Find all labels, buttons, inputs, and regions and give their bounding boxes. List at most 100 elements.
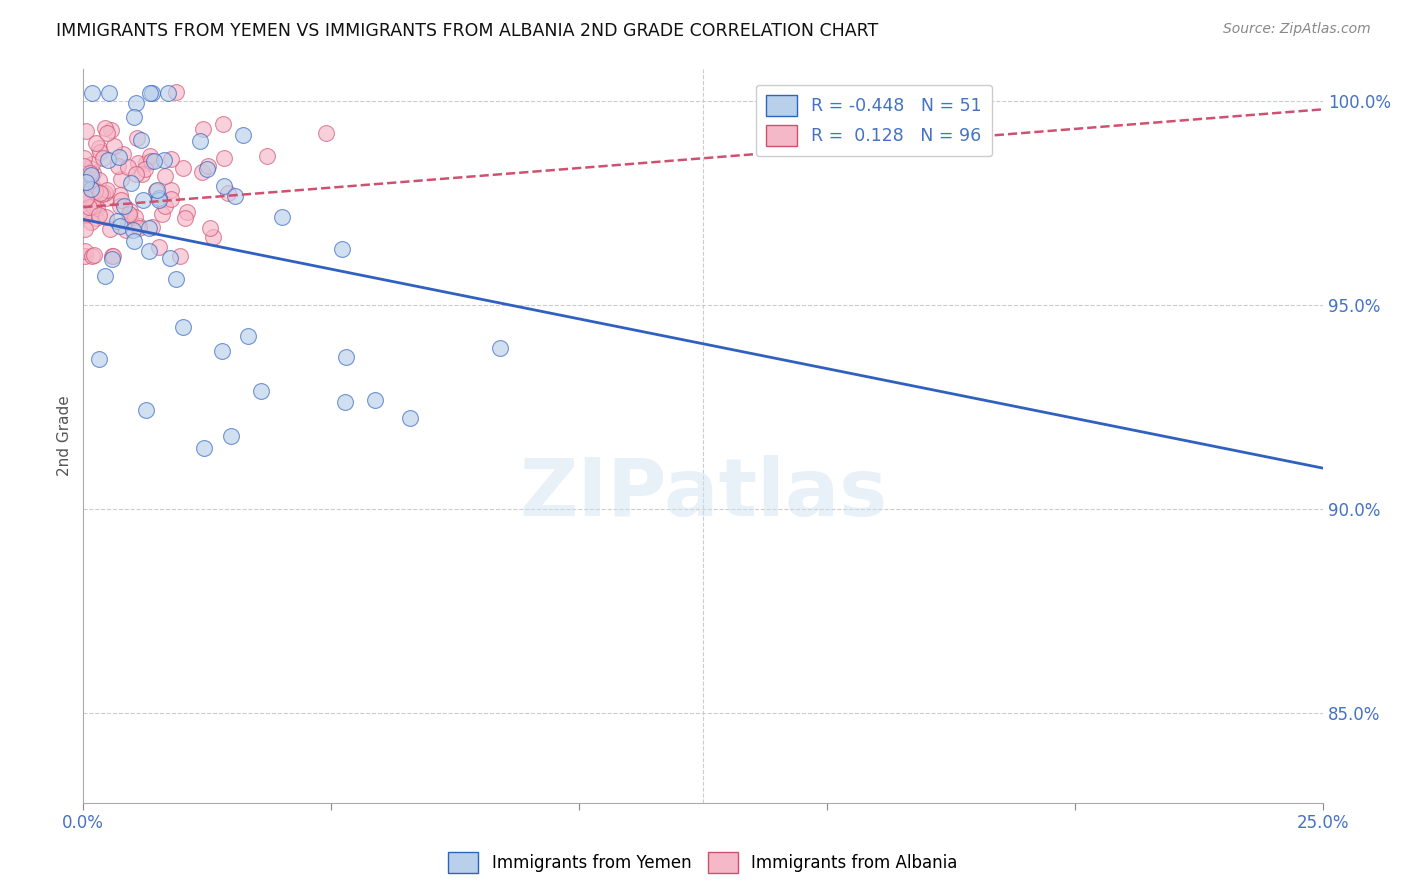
Point xyxy=(73,196,96,211)
Point xyxy=(101,249,124,263)
Point xyxy=(127,155,149,169)
Point xyxy=(333,394,356,409)
Point xyxy=(83,248,105,262)
Point xyxy=(330,242,353,256)
Point xyxy=(141,220,163,235)
Point xyxy=(188,134,211,148)
Point xyxy=(79,179,101,194)
Point xyxy=(87,173,110,187)
Point xyxy=(148,194,170,208)
Point xyxy=(118,211,141,225)
Point xyxy=(219,429,242,443)
Point xyxy=(270,210,292,224)
Point xyxy=(110,219,132,233)
Point xyxy=(141,86,163,100)
Point xyxy=(364,392,387,407)
Point xyxy=(73,222,96,236)
Point xyxy=(120,176,142,190)
Point xyxy=(128,219,150,234)
Point xyxy=(159,251,181,265)
Point xyxy=(103,139,125,153)
Point xyxy=(211,344,233,359)
Point xyxy=(232,128,254,142)
Point xyxy=(75,191,97,205)
Point xyxy=(107,159,129,173)
Point xyxy=(100,122,122,136)
Point xyxy=(80,249,103,263)
Point xyxy=(125,167,148,181)
Point xyxy=(73,160,96,174)
Point xyxy=(73,249,96,263)
Point xyxy=(89,145,111,159)
Point xyxy=(169,249,191,263)
Point xyxy=(131,133,153,147)
Point xyxy=(250,384,273,399)
Point xyxy=(315,126,337,140)
Point xyxy=(79,161,101,175)
Point xyxy=(80,169,103,183)
Point xyxy=(122,223,145,237)
Text: Source: ZipAtlas.com: Source: ZipAtlas.com xyxy=(1223,22,1371,37)
Point xyxy=(198,220,221,235)
Point xyxy=(101,252,124,267)
Point xyxy=(96,126,118,140)
Point xyxy=(87,351,110,366)
Point xyxy=(118,207,141,221)
Point xyxy=(108,187,131,202)
Point xyxy=(212,117,235,131)
Point xyxy=(172,161,194,175)
Point xyxy=(122,110,145,124)
Point xyxy=(94,186,117,200)
Point xyxy=(110,193,132,207)
Point xyxy=(75,175,97,189)
Point xyxy=(399,411,422,425)
Point xyxy=(82,166,104,180)
Point xyxy=(89,186,111,200)
Y-axis label: 2nd Grade: 2nd Grade xyxy=(58,395,72,476)
Point xyxy=(80,86,103,100)
Point xyxy=(134,162,156,177)
Point xyxy=(91,151,114,165)
Text: ZIPatlas: ZIPatlas xyxy=(519,455,887,533)
Point xyxy=(195,161,218,176)
Point xyxy=(98,222,121,236)
Point xyxy=(148,240,170,254)
Point xyxy=(96,210,118,224)
Point xyxy=(156,86,179,100)
Point xyxy=(135,156,157,170)
Point xyxy=(153,199,176,213)
Point xyxy=(118,203,141,218)
Point xyxy=(79,166,101,180)
Point xyxy=(146,183,169,197)
Point xyxy=(91,187,114,202)
Point xyxy=(138,220,160,235)
Point xyxy=(82,195,104,210)
Point xyxy=(193,441,215,455)
Point xyxy=(124,95,146,110)
Point xyxy=(94,121,117,136)
Point xyxy=(73,151,96,165)
Point xyxy=(79,208,101,222)
Point xyxy=(84,211,107,226)
Point xyxy=(135,403,157,417)
Point xyxy=(172,319,194,334)
Point xyxy=(117,215,139,229)
Point xyxy=(138,244,160,259)
Point xyxy=(238,329,260,343)
Point xyxy=(139,86,162,100)
Point xyxy=(107,150,129,164)
Point xyxy=(335,350,357,364)
Point xyxy=(174,211,197,226)
Point xyxy=(73,208,96,222)
Point xyxy=(89,141,111,155)
Point xyxy=(150,207,173,221)
Point xyxy=(165,271,187,285)
Point xyxy=(128,221,150,235)
Point xyxy=(138,149,160,163)
Point xyxy=(110,172,132,186)
Point xyxy=(122,234,145,248)
Point xyxy=(82,178,104,193)
Point xyxy=(83,199,105,213)
Point xyxy=(197,159,219,173)
Point xyxy=(94,191,117,205)
